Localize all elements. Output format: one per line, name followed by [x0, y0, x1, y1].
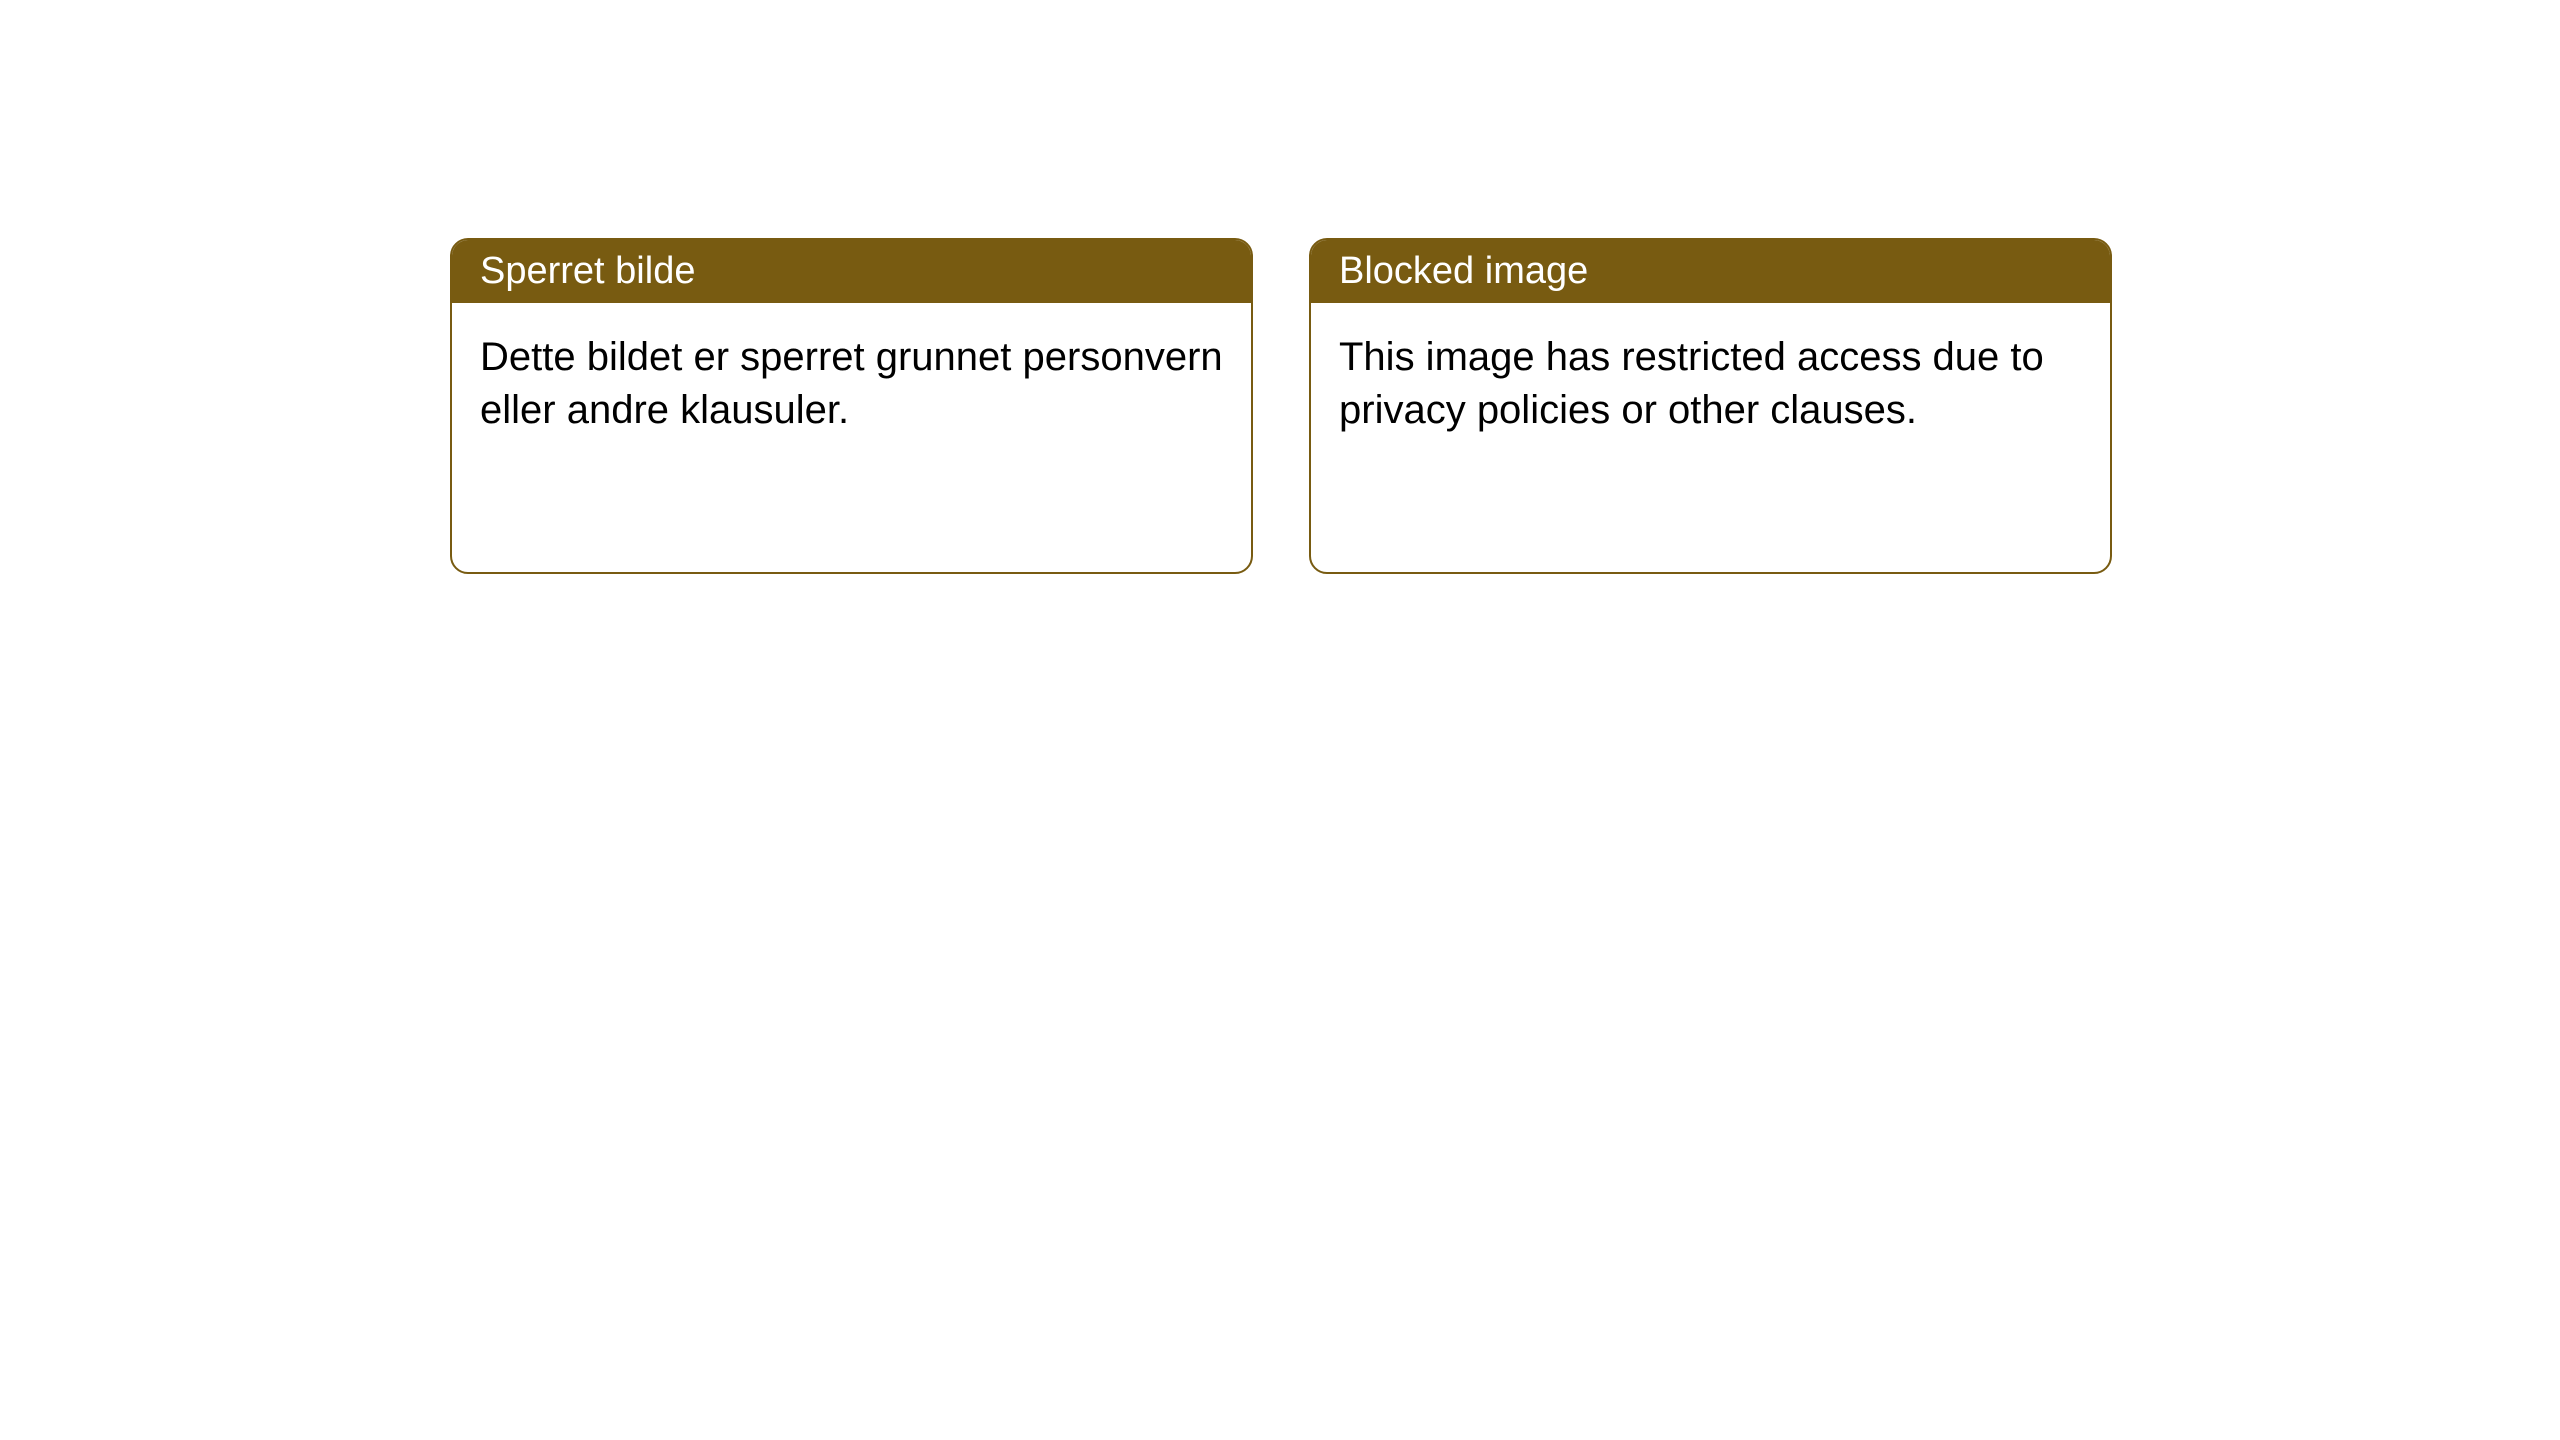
notice-card-english: Blocked image This image has restricted … — [1309, 238, 2112, 574]
notice-title: Sperret bilde — [452, 240, 1251, 303]
notice-body: This image has restricted access due to … — [1311, 303, 2110, 465]
notice-title: Blocked image — [1311, 240, 2110, 303]
notice-body: Dette bildet er sperret grunnet personve… — [452, 303, 1251, 465]
notice-container: Sperret bilde Dette bildet er sperret gr… — [0, 0, 2560, 574]
notice-card-norwegian: Sperret bilde Dette bildet er sperret gr… — [450, 238, 1253, 574]
